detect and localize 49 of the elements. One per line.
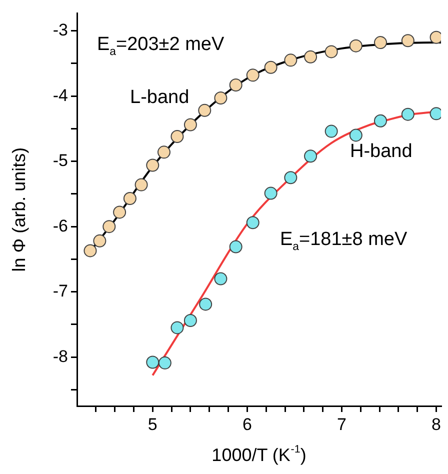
point <box>324 45 338 58</box>
point <box>324 124 338 138</box>
point <box>134 178 148 192</box>
point <box>304 50 318 64</box>
point <box>146 356 160 369</box>
point <box>214 272 228 286</box>
x-tick-label: 7 <box>336 414 346 434</box>
point <box>284 54 298 67</box>
x-tick-label: 5 <box>148 414 158 434</box>
point <box>246 68 260 82</box>
point <box>102 220 116 234</box>
x-tick-label: 8 <box>432 414 442 434</box>
point <box>304 150 318 163</box>
point <box>146 158 160 172</box>
point <box>199 298 212 311</box>
point <box>170 321 184 334</box>
point <box>184 118 197 132</box>
point <box>158 356 172 370</box>
point <box>246 216 260 230</box>
point <box>374 114 387 128</box>
point <box>84 244 97 258</box>
point <box>374 36 387 50</box>
point <box>123 192 136 206</box>
y-tick-label: -3 <box>52 20 68 40</box>
point <box>214 92 228 105</box>
x-tick-label: 6 <box>242 414 252 434</box>
annotation: H-band <box>350 141 412 162</box>
point <box>157 146 170 159</box>
point <box>401 108 414 121</box>
point <box>198 104 212 117</box>
point <box>284 171 298 184</box>
point <box>349 128 362 142</box>
point <box>264 186 278 200</box>
point <box>229 240 242 254</box>
y-axis-title: ln Φ (arb. units) <box>8 147 29 272</box>
y-tick-label: -7 <box>52 282 68 300</box>
point <box>184 314 197 328</box>
point <box>401 34 414 48</box>
point <box>93 234 106 248</box>
y-tick-label: -5 <box>52 151 68 170</box>
point <box>349 39 362 52</box>
point <box>170 130 184 144</box>
point <box>264 60 278 74</box>
y-tick-label: -8 <box>52 346 68 366</box>
point <box>229 78 242 92</box>
y-tick-label: -4 <box>52 86 68 105</box>
y-tick-label: -6 <box>52 216 68 236</box>
point <box>113 206 126 219</box>
annotation: L-band <box>130 87 190 108</box>
